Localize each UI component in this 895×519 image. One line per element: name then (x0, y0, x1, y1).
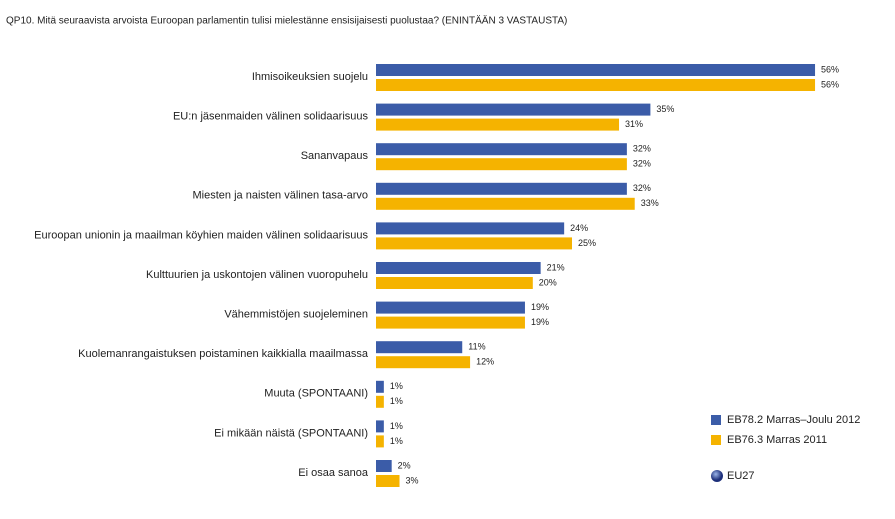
bar (376, 435, 384, 448)
value-label: 1% (390, 396, 403, 406)
value-label: 12% (476, 357, 494, 367)
value-label: 32% (633, 159, 651, 169)
bar (376, 103, 651, 116)
category-label: Kulttuurien ja uskontojen välinen vuorop… (146, 269, 368, 281)
bar (376, 380, 384, 393)
value-label: 24% (570, 223, 588, 233)
value-label: 25% (578, 238, 596, 248)
value-label: 1% (390, 381, 403, 391)
bar (376, 158, 627, 171)
value-label: 56% (821, 79, 839, 89)
chart-title: QP10. Mitä seuraavista arvoista Euroopan… (6, 15, 567, 27)
value-label: 11% (468, 342, 485, 352)
value-label: 32% (633, 183, 651, 193)
value-label: 19% (531, 317, 549, 327)
bar (376, 341, 463, 354)
value-label: 20% (539, 277, 557, 287)
value-label: 56% (821, 64, 839, 74)
value-label: 21% (547, 262, 565, 272)
globe-icon (711, 470, 723, 482)
bar (376, 460, 392, 472)
category-label: Euroopan unionin ja maailman köyhien mai… (34, 229, 368, 241)
bar (376, 237, 572, 250)
bar (376, 262, 541, 274)
category-label: EU:n jäsenmaiden välinen solidaarisuus (173, 111, 369, 123)
bar (376, 143, 627, 156)
value-label: 19% (531, 302, 549, 312)
category-label: Miesten ja naisten välinen tasa-arvo (193, 190, 368, 202)
value-label: 35% (656, 104, 674, 114)
bar (376, 395, 384, 408)
value-label: 3% (406, 475, 419, 485)
category-label: Ei osaa sanoa (298, 467, 369, 479)
bar (376, 316, 525, 329)
scope-label: EU27 (727, 470, 755, 482)
legend-swatch (711, 415, 721, 425)
bar (376, 118, 620, 131)
bar (376, 420, 384, 433)
category-label: Ei mikään näistä (SPONTAANI) (214, 427, 368, 439)
value-label: 32% (633, 144, 651, 154)
category-label: Sananvapaus (301, 150, 369, 162)
bar (376, 301, 525, 314)
bar (376, 79, 816, 91)
category-label: Kuolemanrangaistuksen poistaminen kaikki… (78, 348, 369, 360)
legend-swatch (711, 435, 721, 445)
legend-label: EB76.3 Marras 2011 (727, 434, 827, 446)
category-label: Vähemmistöjen suojeleminen (224, 309, 368, 321)
bar (376, 277, 533, 289)
value-label: 2% (398, 460, 411, 470)
value-label: 1% (390, 436, 403, 446)
legend-label: EB78.2 Marras–Joulu 2012 (727, 414, 860, 426)
bar (376, 356, 471, 369)
bar (376, 222, 565, 235)
category-label: Ihmisoikeuksien suojelu (252, 71, 368, 83)
value-label: 1% (390, 421, 403, 431)
bar (376, 182, 627, 195)
bar (376, 475, 400, 487)
category-label: Muuta (SPONTAANI) (264, 388, 368, 400)
bar (376, 64, 816, 76)
value-label: 31% (625, 119, 643, 129)
bar (376, 197, 635, 210)
value-label: 33% (641, 198, 659, 208)
